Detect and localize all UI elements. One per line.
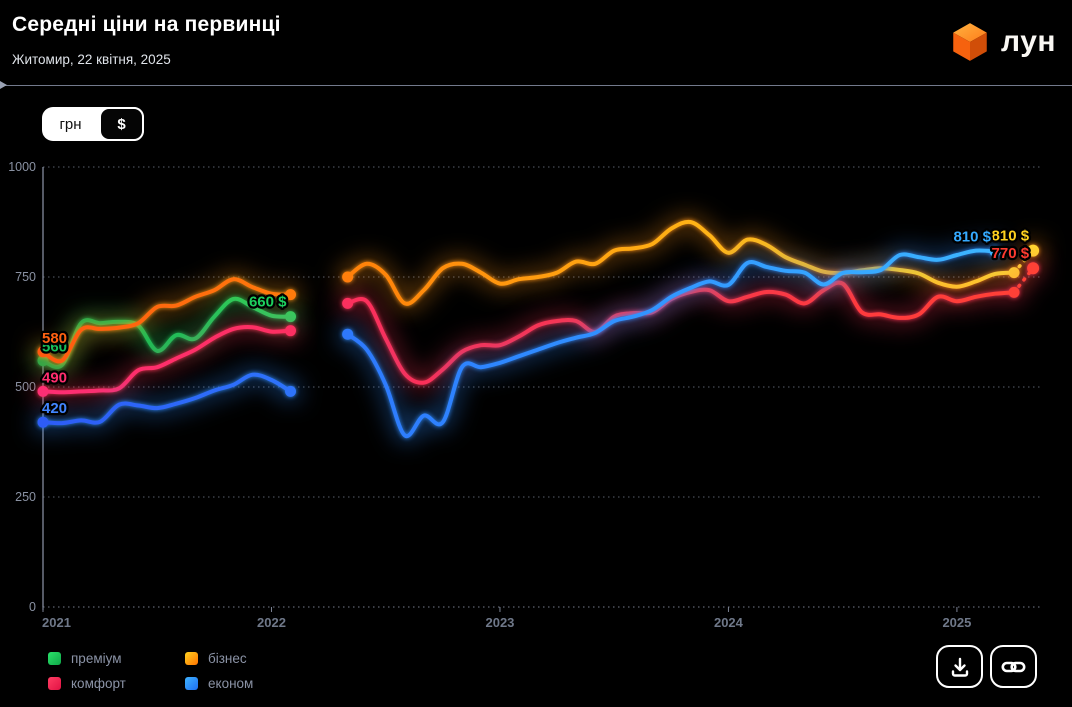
legend-item-ekonom: економ <box>185 676 253 691</box>
series-line-biznes <box>41 277 293 364</box>
toggle-option-uah[interactable]: грн <box>59 115 82 133</box>
series-biznes <box>37 219 1040 364</box>
page-title: Середні ціни на первинці <box>12 13 281 36</box>
page-subtitle: Житомир, 22 квітня, 2025 <box>12 52 171 67</box>
y-tick-label: 250 <box>15 490 36 504</box>
series-line-ekonom <box>41 372 293 426</box>
start-value-label-premium: 560 <box>42 339 67 356</box>
series-line-komfort <box>1012 266 1035 295</box>
header: Середні ціни на первинці Житомир, 22 кві… <box>0 0 1072 85</box>
series-ekonom <box>37 245 1001 439</box>
y-tick-label: 1000 <box>8 160 36 174</box>
series-line-biznes <box>345 219 1016 306</box>
download-button[interactable] <box>936 645 983 688</box>
x-tick-label: 2021 <box>42 615 71 630</box>
toggle-option-usd[interactable]: $ <box>99 107 144 141</box>
legend-swatch-ekonom-icon <box>185 677 198 690</box>
header-divider <box>0 81 1072 89</box>
end-value-label-premium: 660 $ <box>249 294 287 311</box>
x-tick-label: 2022 <box>257 615 286 630</box>
series-line-komfort <box>41 325 293 395</box>
series-line-biznes <box>1012 248 1035 275</box>
series-premium <box>37 296 297 370</box>
end-value-label-biznes: 810 $ <box>992 228 1030 245</box>
copy-link-button[interactable] <box>990 645 1037 688</box>
x-tick-label: 2025 <box>942 615 971 630</box>
series-line-ekonom <box>345 248 997 439</box>
legend-item-premium: преміум <box>48 651 185 666</box>
legend-item-biznes: бізнес <box>185 651 253 666</box>
legend-label-premium: преміум <box>71 651 122 666</box>
end-value-label-komfort: 770 $ <box>992 245 1030 262</box>
legend-swatch-komfort-icon <box>48 677 61 690</box>
series-line-premium <box>41 296 293 370</box>
legend-label-biznes: бізнес <box>208 651 247 666</box>
y-tick-label: 750 <box>15 270 36 284</box>
x-tick-label: 2023 <box>485 615 514 630</box>
start-value-label-ekonom: 420 <box>42 400 67 417</box>
series-line-komfort <box>345 280 1016 385</box>
end-value-label-ekonom: 810 $ <box>953 228 991 245</box>
lun-cube-icon <box>953 23 987 61</box>
legend-item-komfort: комфорт <box>48 676 185 691</box>
currency-toggle[interactable]: грн $ <box>42 107 144 141</box>
x-tick-label: 2024 <box>714 615 744 630</box>
legend-label-komfort: комфорт <box>71 676 126 691</box>
y-tick-label: 500 <box>15 380 36 394</box>
y-tick-label: 0 <box>29 600 36 614</box>
divider-arrow-icon <box>0 81 7 89</box>
legend-swatch-premium-icon <box>48 652 61 665</box>
chart-legend: преміум бізнес комфорт економ <box>48 651 253 691</box>
legend-swatch-biznes-icon <box>185 652 198 665</box>
lun-logo: лун <box>949 20 1056 64</box>
legend-label-ekonom: економ <box>208 676 254 691</box>
chart-actions <box>936 645 1037 688</box>
series-komfort <box>37 262 1040 397</box>
download-icon <box>951 657 968 677</box>
start-value-label-biznes: 580 <box>42 330 67 347</box>
lun-logo-text: лун <box>1001 25 1056 58</box>
link-icon <box>1001 661 1026 672</box>
start-value-label-komfort: 490 <box>42 369 67 386</box>
